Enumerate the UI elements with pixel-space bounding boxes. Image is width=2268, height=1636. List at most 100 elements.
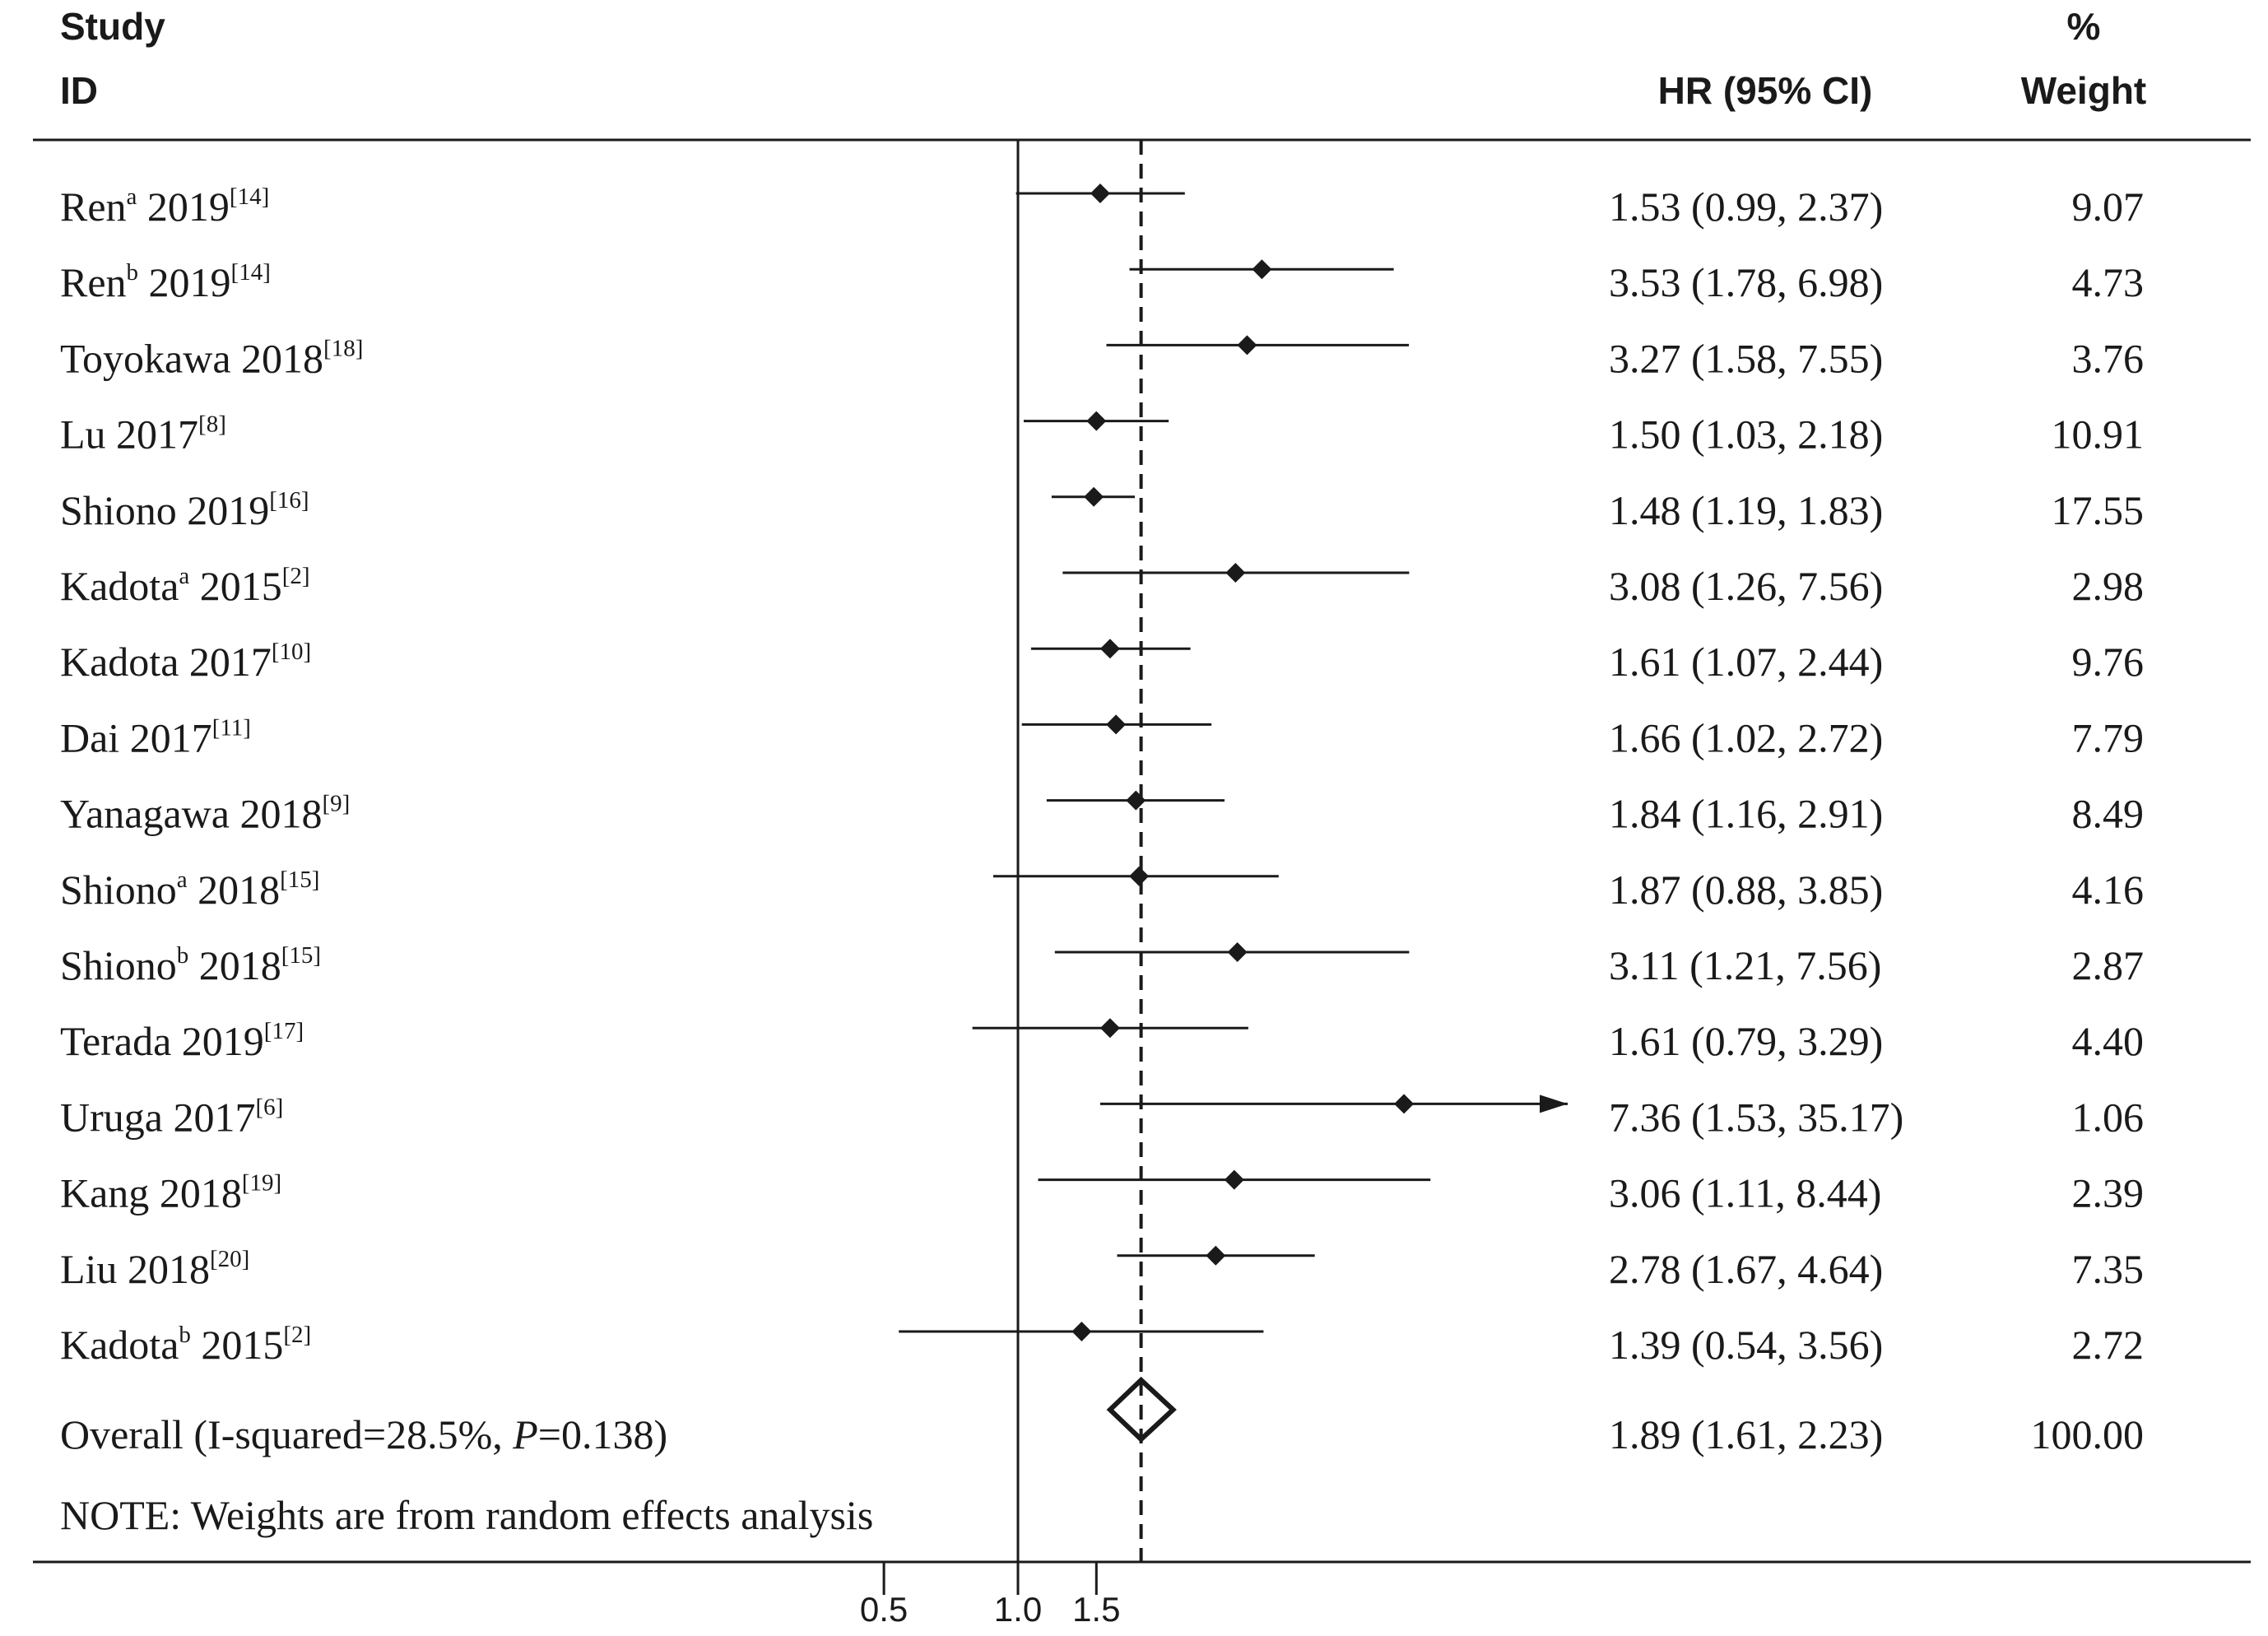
study-ci-text: 3.27 (1.58, 7.55) (1609, 335, 1883, 381)
study-name: Shiono (60, 867, 177, 913)
overall-weight: 100.00 (2031, 1411, 2145, 1457)
point-estimate (1394, 1094, 1415, 1114)
study-reference: [2] (283, 1322, 311, 1348)
point-estimate (1071, 1322, 1092, 1341)
study-weight: 7.79 (2072, 714, 2145, 760)
point-estimate (1225, 563, 1246, 583)
study-year: 2017 (106, 411, 199, 458)
study-year: 2018 (117, 1246, 210, 1292)
study-ci-text: 1.53 (0.99, 2.37) (1609, 184, 1883, 230)
overall-label-prefix: Overall (I-squared=28.5%, (60, 1411, 513, 1457)
study-ci-text: 1.66 (1.02, 2.72) (1609, 714, 1883, 760)
point-estimate (1224, 1169, 1244, 1190)
study-superscript: b (177, 942, 189, 969)
study-year: 2017 (119, 714, 212, 760)
study-label: Liu 2018[20] (60, 1246, 249, 1292)
study-ci-text: 3.53 (1.78, 6.98) (1609, 259, 1883, 305)
point-estimate (1090, 184, 1110, 203)
study-label: Dai 2017[11] (60, 714, 251, 760)
point-estimate (1126, 790, 1146, 811)
study-weight: 10.91 (2052, 411, 2145, 458)
study-weight: 7.35 (2072, 1246, 2145, 1292)
study-year: 2019 (137, 184, 230, 230)
study-name: Ren (60, 259, 127, 305)
x-tick-label: 0.5 (860, 1590, 908, 1629)
study-reference: [14] (231, 259, 271, 286)
study-year: 2018 (188, 867, 281, 913)
study-label: Kang 2018[19] (60, 1170, 281, 1216)
study-weight: 2.98 (2072, 563, 2145, 609)
study-name: Kadota (60, 639, 179, 685)
header-hr-ci: HR (95% CI) (1658, 69, 1873, 112)
study-label: Kadotaa 2015[2] (60, 563, 310, 609)
point-estimate (1206, 1245, 1226, 1266)
study-reference: [14] (230, 184, 269, 210)
study-reference: [18] (323, 335, 363, 361)
overall-ci-text: 1.89 (1.61, 2.23) (1609, 1411, 1883, 1457)
study-weight: 1.06 (2072, 1094, 2145, 1140)
study-name: Toyokawa (60, 335, 231, 381)
study-ci-text: 1.61 (0.79, 3.29) (1609, 1018, 1883, 1064)
study-ci-text: 3.11 (1.21, 7.56) (1609, 942, 1881, 988)
study-label: Shionoa 2018[15] (60, 867, 319, 913)
study-ci-text: 3.08 (1.26, 7.56) (1609, 563, 1883, 609)
study-weight: 4.73 (2072, 259, 2145, 305)
study-weight: 8.49 (2072, 791, 2145, 837)
study-reference: [15] (280, 867, 319, 893)
study-weight: 2.72 (2072, 1322, 2145, 1368)
note-text: NOTE: Weights are from random effects an… (60, 1492, 873, 1538)
study-reference: [11] (212, 714, 251, 741)
study-weight: 9.76 (2072, 639, 2145, 685)
study-year: 2017 (163, 1094, 256, 1140)
study-label: Terada 2019[17] (60, 1018, 304, 1064)
study-name: Uruga (60, 1094, 163, 1140)
study-year: 2018 (231, 335, 324, 381)
header-percent: % (2067, 5, 2101, 48)
study-label: Renb 2019[14] (60, 259, 271, 305)
study-year: 2015 (191, 1322, 284, 1368)
study-reference: [20] (210, 1246, 249, 1272)
study-name: Kang (60, 1170, 149, 1216)
study-ci-text: 7.36 (1.53, 35.17) (1609, 1094, 1903, 1140)
point-estimate (1099, 1018, 1120, 1039)
study-weight: 2.87 (2072, 942, 2145, 988)
study-ci-text: 1.39 (0.54, 3.56) (1609, 1322, 1883, 1368)
plot-marks: 0.5 1.0 1.5 (860, 140, 1568, 1629)
point-estimate (1099, 639, 1120, 659)
study-superscript: b (179, 1322, 191, 1348)
point-estimate (1084, 486, 1104, 507)
study-ci-text: 1.50 (1.03, 2.18) (1609, 411, 1883, 458)
x-tick-label: 1.5 (1072, 1590, 1120, 1629)
study-label: Kadotab 2015[2] (60, 1322, 311, 1368)
study-reference: [8] (198, 411, 226, 438)
study-superscript: b (127, 259, 139, 286)
study-superscript: a (177, 867, 188, 893)
study-name: Shiono (60, 487, 177, 533)
study-label: Shiono 2019[16] (60, 487, 309, 533)
study-year: 2019 (177, 487, 270, 533)
study-weight: 17.55 (2052, 487, 2145, 533)
study-year: 2019 (138, 259, 231, 305)
study-reference: [15] (281, 942, 321, 969)
overall-label-p: P (512, 1411, 538, 1457)
study-reference: [16] (269, 487, 309, 514)
study-reference: [9] (322, 791, 350, 817)
study-label: Shionob 2018[15] (60, 942, 321, 988)
study-label: Lu 2017[8] (60, 411, 226, 458)
overall-diamond (1106, 1376, 1177, 1443)
x-tick-label: 1.0 (994, 1590, 1042, 1629)
study-year: 2018 (230, 791, 323, 837)
study-reference: [17] (264, 1018, 304, 1044)
study-superscript: a (127, 184, 137, 210)
study-year: 2017 (179, 639, 272, 685)
study-name: Shiono (60, 942, 177, 988)
study-label: Kadota 2017[10] (60, 639, 311, 685)
study-label: Rena 2019[14] (60, 184, 269, 230)
study-name: Liu (60, 1246, 117, 1292)
study-name: Kadota (60, 1322, 179, 1368)
study-weight: 4.16 (2072, 867, 2145, 913)
study-label: Toyokawa 2018[18] (60, 335, 363, 381)
header-weight: Weight (2021, 69, 2146, 112)
